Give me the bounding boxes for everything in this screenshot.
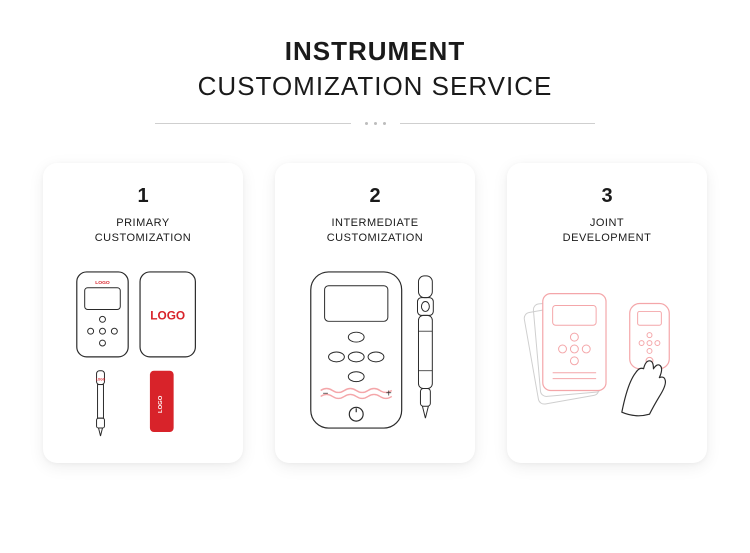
header: INSTRUMENT CUSTOMIZATION SERVICE — [0, 0, 750, 125]
svg-text:LOGO: LOGO — [150, 308, 185, 322]
card-intermediate: 2 INTERMEDIATE CUSTOMIZATION − + — [275, 163, 475, 463]
card-number: 3 — [523, 185, 691, 208]
card-label: PRIMARY CUSTOMIZATION — [59, 216, 227, 246]
title-line-2: CUSTOMIZATION SERVICE — [0, 69, 750, 104]
card-number: 1 — [59, 185, 227, 208]
card-joint: 3 JOINT DEVELOPMENT — [507, 163, 707, 463]
illustration-primary: LOGO LOGO LOGO — [59, 256, 227, 449]
card-number: 2 — [291, 185, 459, 208]
svg-text:+: + — [386, 388, 392, 399]
card-primary: 1 PRIMARY CUSTOMIZATION LOGO LOGO — [43, 163, 243, 463]
divider-line-right — [400, 123, 596, 124]
title-line-1: INSTRUMENT — [0, 34, 750, 69]
svg-text:LOGO: LOGO — [95, 279, 110, 285]
divider-line-left — [155, 123, 351, 124]
card-label: INTERMEDIATE CUSTOMIZATION — [291, 216, 459, 246]
cards-row: 1 PRIMARY CUSTOMIZATION LOGO LOGO — [0, 163, 750, 463]
svg-text:LOGO: LOGO — [96, 377, 106, 381]
svg-text:−: − — [323, 388, 329, 399]
card-label: JOINT DEVELOPMENT — [523, 216, 691, 246]
illustration-joint — [523, 256, 691, 449]
svg-text:LOGO: LOGO — [158, 395, 164, 413]
illustration-intermediate: − + — [291, 256, 459, 449]
divider-dots — [351, 122, 400, 125]
divider — [155, 122, 595, 125]
